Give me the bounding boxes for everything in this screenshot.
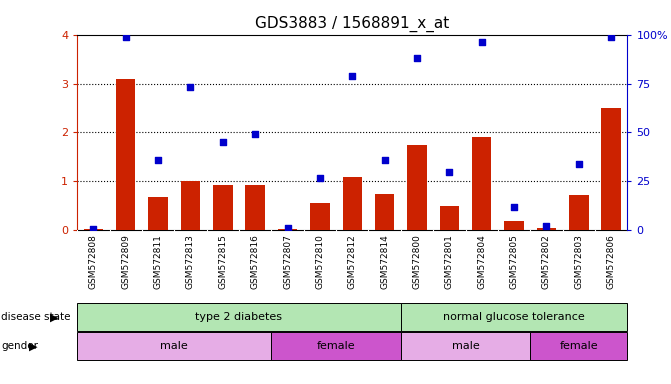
Point <box>185 84 196 91</box>
Text: ▶: ▶ <box>1 341 38 351</box>
Point <box>120 33 131 40</box>
Text: GSM572810: GSM572810 <box>315 234 324 289</box>
Point <box>153 157 164 163</box>
Text: GSM572805: GSM572805 <box>509 234 519 289</box>
Text: GSM572814: GSM572814 <box>380 234 389 289</box>
Point <box>250 131 260 137</box>
Bar <box>310 204 329 230</box>
Text: GSM572801: GSM572801 <box>445 234 454 289</box>
Point <box>541 223 552 230</box>
Bar <box>569 195 588 230</box>
Text: GSM572800: GSM572800 <box>413 234 421 289</box>
Bar <box>343 177 362 230</box>
Text: ▶: ▶ <box>1 313 59 323</box>
Bar <box>84 229 103 230</box>
Point <box>217 139 228 146</box>
Bar <box>440 206 459 230</box>
Text: GSM572812: GSM572812 <box>348 234 357 289</box>
Bar <box>601 108 621 230</box>
Bar <box>505 220 524 230</box>
Bar <box>148 197 168 230</box>
Bar <box>537 228 556 230</box>
Bar <box>180 182 200 230</box>
Bar <box>213 185 233 230</box>
Text: female: female <box>317 341 356 351</box>
Point <box>606 33 617 40</box>
Text: normal glucose tolerance: normal glucose tolerance <box>444 312 585 322</box>
Bar <box>472 137 491 230</box>
Text: male: male <box>452 341 480 351</box>
Bar <box>407 145 427 230</box>
Point <box>379 157 390 163</box>
Point <box>509 204 519 210</box>
Text: GSM572807: GSM572807 <box>283 234 292 289</box>
Text: GSM572811: GSM572811 <box>154 234 162 289</box>
Bar <box>375 194 395 230</box>
Point <box>476 39 487 45</box>
Bar <box>278 229 297 230</box>
Bar <box>246 185 265 230</box>
Text: GSM572804: GSM572804 <box>477 234 486 289</box>
Point <box>444 169 455 175</box>
Text: gender: gender <box>1 341 38 351</box>
Point <box>574 161 584 167</box>
Text: GDS3883 / 1568891_x_at: GDS3883 / 1568891_x_at <box>255 15 450 31</box>
Text: GSM572806: GSM572806 <box>607 234 616 289</box>
Text: female: female <box>560 341 598 351</box>
Point <box>88 226 99 232</box>
Point <box>347 73 358 79</box>
Text: type 2 diabetes: type 2 diabetes <box>195 312 282 322</box>
Text: male: male <box>160 341 188 351</box>
Text: GSM572813: GSM572813 <box>186 234 195 289</box>
Point <box>282 225 293 232</box>
Text: GSM572815: GSM572815 <box>218 234 227 289</box>
Text: GSM572808: GSM572808 <box>89 234 98 289</box>
Text: GSM572809: GSM572809 <box>121 234 130 289</box>
Text: disease state: disease state <box>1 312 71 322</box>
Text: GSM572816: GSM572816 <box>251 234 260 289</box>
Point <box>411 55 422 61</box>
Text: GSM572803: GSM572803 <box>574 234 583 289</box>
Bar <box>116 79 136 230</box>
Point <box>315 174 325 180</box>
Text: GSM572802: GSM572802 <box>542 234 551 289</box>
